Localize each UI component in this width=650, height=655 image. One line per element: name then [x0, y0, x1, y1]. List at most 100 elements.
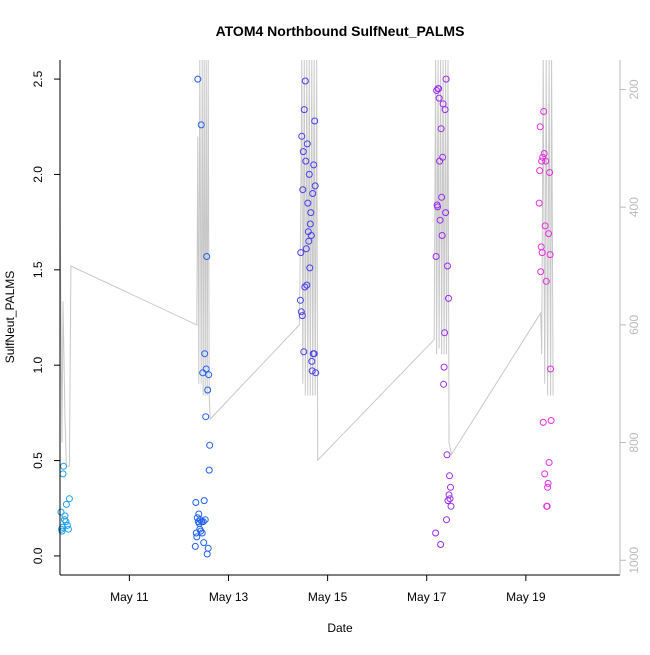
data-point — [538, 157, 546, 165]
data-point — [297, 249, 305, 257]
data-point — [433, 87, 441, 94]
right-tick-label: 1000 — [627, 547, 641, 574]
data-point — [540, 108, 548, 115]
data-point — [305, 170, 313, 178]
data-point — [538, 249, 546, 257]
data-point — [546, 251, 554, 259]
data-point — [205, 466, 213, 474]
data-point — [308, 357, 316, 365]
data-point — [206, 441, 214, 449]
y-tick-label: 2.0 — [31, 166, 45, 183]
data-point — [441, 329, 449, 337]
data-point — [298, 312, 306, 320]
data-point — [547, 365, 555, 373]
right-tick-label: 600 — [627, 315, 641, 335]
data-point — [312, 369, 320, 377]
data-point — [61, 516, 68, 524]
data-point — [547, 417, 555, 424]
data-point — [437, 541, 445, 548]
data-point — [60, 462, 67, 470]
x-axis-label: Date — [327, 621, 353, 635]
axes-layer: May 11 May 13 May 15 May 17 May 19 0.0 0.5 1.0 1… — [31, 60, 641, 604]
data-point — [299, 186, 307, 194]
data-point — [311, 117, 319, 125]
data-point — [540, 150, 548, 157]
data-point — [302, 245, 310, 253]
y-tick-label: 2.5 — [31, 70, 45, 87]
data-point — [305, 237, 313, 245]
data-point — [434, 203, 442, 211]
data-point — [439, 153, 447, 161]
data-point — [59, 470, 67, 478]
data-point — [546, 169, 554, 176]
y-tick-label: 0.5 — [31, 452, 45, 469]
data-point — [199, 369, 207, 377]
data-point — [57, 508, 65, 516]
altitude-line-layer — [60, 60, 554, 467]
x-tick-label: May 15 — [308, 590, 348, 604]
data-point — [535, 199, 543, 207]
right-tick-label: 400 — [627, 197, 641, 217]
data-point — [309, 190, 317, 197]
data-point — [447, 502, 455, 510]
data-point — [307, 209, 315, 217]
data-point — [537, 243, 545, 251]
data-point — [205, 371, 213, 379]
right-tick-label: 200 — [627, 79, 641, 99]
data-point — [301, 283, 309, 291]
data-point — [191, 542, 199, 550]
data-point — [542, 157, 550, 165]
data-point — [300, 106, 308, 114]
data-point — [437, 125, 445, 133]
right-tick-label: 800 — [627, 432, 641, 452]
data-point — [300, 348, 308, 356]
data-point — [194, 75, 202, 83]
y-tick-label: 1.5 — [31, 261, 45, 278]
data-point — [440, 380, 448, 388]
data-point — [435, 85, 443, 93]
data-point — [543, 502, 551, 510]
y-tick-label: 1.0 — [31, 357, 45, 374]
data-point — [545, 230, 553, 238]
data-point — [436, 216, 444, 224]
data-point — [445, 294, 452, 302]
data-point — [199, 518, 207, 526]
chart-title: ATOM4 Northbound SulfNeut_PALMS — [216, 23, 465, 39]
x-tick-label: May 17 — [407, 590, 447, 604]
data-point — [200, 497, 208, 505]
data-point — [195, 510, 203, 518]
data-point — [432, 529, 440, 537]
data-point — [302, 157, 310, 165]
data-point — [197, 121, 205, 129]
data-point — [297, 308, 305, 316]
data-point — [193, 533, 201, 541]
x-tick-label: May 19 — [506, 590, 546, 604]
y-axis-label: SulfNeut_PALMS — [3, 271, 17, 364]
y-tick-label: 0.0 — [31, 547, 45, 564]
data-point — [432, 253, 440, 260]
data-point — [542, 277, 550, 285]
data-point — [201, 350, 209, 358]
data-point — [298, 132, 306, 140]
data-point — [306, 220, 314, 228]
data-point — [192, 499, 200, 506]
data-point — [58, 527, 66, 535]
data-point — [296, 296, 304, 304]
data-point — [443, 451, 451, 459]
data-point — [198, 529, 206, 537]
data-point — [308, 367, 316, 375]
data-point — [200, 539, 208, 547]
data-point — [310, 161, 318, 169]
data-point — [446, 472, 453, 480]
data-point — [438, 232, 446, 239]
data-point — [197, 527, 205, 535]
data-point — [299, 148, 307, 156]
data-point — [544, 483, 552, 491]
data-point — [539, 418, 547, 426]
data-point — [64, 525, 72, 533]
data-point — [446, 495, 454, 503]
data-point — [61, 512, 69, 520]
data-point — [203, 253, 211, 260]
